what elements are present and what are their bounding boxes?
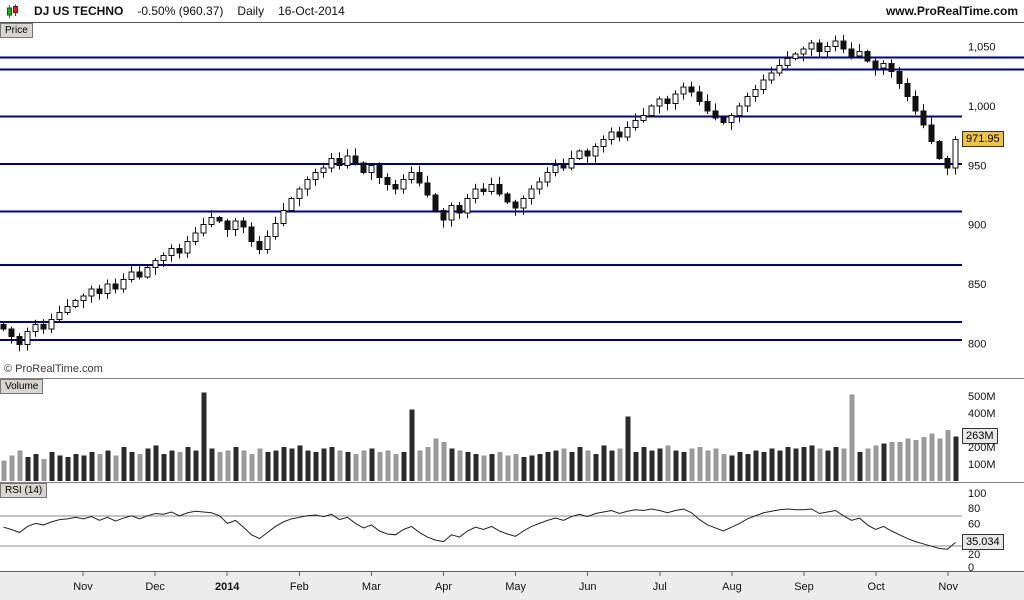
volume-value-badge: 263M xyxy=(962,428,998,445)
volume-panel-label[interactable]: Volume xyxy=(0,379,44,394)
rsi-value-badge: 35.034 xyxy=(962,534,1004,551)
svg-text:1,000: 1,000 xyxy=(968,101,996,113)
rsi-panel[interactable]: 100 80 60 20 0 RSI (14) xyxy=(0,483,1024,572)
svg-text:1,050: 1,050 xyxy=(968,42,996,54)
time-axis-labels: Nov Dec 2014 Feb Mar Apr May Jun Jul Aug Sep Oct Nov xyxy=(73,572,958,593)
svg-text:May: May xyxy=(505,581,526,593)
volume-panel[interactable]: 500M 400M 200M 100M Volume xyxy=(0,379,1024,483)
svg-text:Dec: Dec xyxy=(145,581,165,593)
svg-text:Aug: Aug xyxy=(722,581,742,593)
svg-text:200M: 200M xyxy=(968,442,996,454)
svg-text:500M: 500M xyxy=(968,391,996,403)
svg-text:950: 950 xyxy=(968,160,986,172)
rsi-panel-label[interactable]: RSI (14) xyxy=(0,483,48,498)
price-panel-label[interactable]: Price xyxy=(0,23,33,38)
timeframe-label: Daily xyxy=(237,4,265,18)
candlestick-icon xyxy=(6,4,20,19)
svg-text:20: 20 xyxy=(968,549,980,561)
svg-text:Jun: Jun xyxy=(579,581,597,593)
chart-header: DJ US TECHNO -0.50% (960.37) Daily 16-Oc… xyxy=(0,0,1024,23)
svg-text:Mar: Mar xyxy=(362,581,381,593)
svg-text:80: 80 xyxy=(968,503,980,515)
svg-text:Oct: Oct xyxy=(868,581,885,593)
svg-text:Nov: Nov xyxy=(938,581,958,593)
last-price-badge: 971.95 xyxy=(962,131,1004,148)
svg-text:900: 900 xyxy=(968,220,986,232)
prorealtime-site-label: www.ProRealTime.com xyxy=(885,4,1018,18)
rsi-line-chart[interactable]: 100 80 60 200 xyxy=(0,483,1024,572)
volume-bar-chart[interactable]: 500M 400M 200M 100M xyxy=(0,379,1024,483)
svg-text:Sep: Sep xyxy=(794,581,814,593)
price-change: -0.50% (960.37) xyxy=(137,4,224,18)
svg-text:0: 0 xyxy=(968,562,974,572)
instrument-name: DJ US TECHNO xyxy=(34,4,124,18)
svg-text:400M: 400M xyxy=(968,408,996,420)
svg-text:850: 850 xyxy=(968,279,986,291)
svg-text:60: 60 xyxy=(968,518,980,530)
svg-text:Apr: Apr xyxy=(435,581,452,593)
svg-text:Feb: Feb xyxy=(290,581,309,593)
time-axis[interactable]: Nov Dec 2014 Feb Mar Apr May Jun Jul Aug Sep Oct Nov xyxy=(0,572,1024,600)
price-panel[interactable]: 1,050 1,000 950 900 850 800 Price © ProRealTi… xyxy=(0,23,1024,379)
svg-text:100M: 100M xyxy=(968,459,996,471)
svg-text:100: 100 xyxy=(968,488,986,500)
price-candlestick-chart[interactable]: 1,050 1,000 950 900 850 800 xyxy=(0,23,1024,379)
copyright-watermark: © ProRealTime.com xyxy=(4,363,103,375)
session-date: 16-Oct-2014 xyxy=(278,4,345,18)
svg-text:2014: 2014 xyxy=(215,581,240,593)
svg-text:800: 800 xyxy=(968,338,986,350)
svg-text:Nov: Nov xyxy=(73,581,93,593)
svg-text:Jul: Jul xyxy=(653,581,667,593)
